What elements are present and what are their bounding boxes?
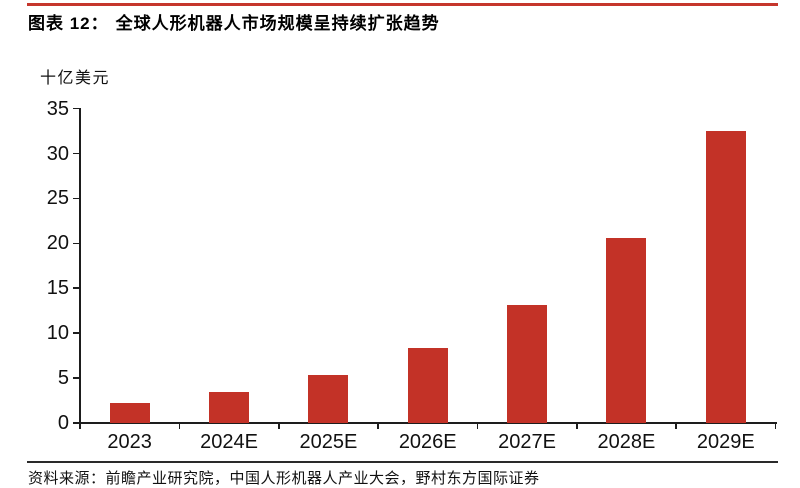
bar	[109, 403, 150, 423]
bar	[407, 347, 448, 423]
bar	[209, 392, 250, 423]
y-axis-tick	[73, 197, 79, 200]
x-axis-tick	[178, 422, 181, 429]
y-axis-tick	[73, 107, 79, 110]
source-text: 前瞻产业研究院，中国人形机器人产业大会，野村东方国际证券	[105, 470, 540, 487]
x-axis-category-label: 2027E	[498, 431, 557, 453]
source-label: 资料来源：	[28, 470, 106, 487]
figure-number-label: 图表 12：	[28, 14, 109, 33]
x-axis-category-label: 2023	[107, 431, 152, 453]
top-accent-divider	[27, 3, 778, 6]
bar	[308, 375, 349, 423]
figure-title: 图表 12： 全球人形机器人市场规模呈持续扩张趋势	[28, 9, 440, 34]
x-axis-category-label: 2025E	[299, 431, 358, 453]
y-axis-line	[78, 107, 81, 425]
y-axis-tick-label: 30	[46, 142, 69, 165]
y-axis-tick	[73, 242, 79, 245]
footer-divider	[27, 461, 778, 463]
x-axis-category-label: 2026E	[398, 431, 457, 453]
bar	[705, 131, 746, 423]
x-axis-category-label: 2024E	[200, 431, 258, 453]
y-axis-tick-label: 25	[46, 187, 69, 210]
x-axis-line	[78, 422, 777, 424]
y-axis-tick	[73, 287, 79, 290]
x-axis-tick	[575, 422, 578, 429]
x-axis-tick	[79, 422, 81, 429]
x-axis-tick	[476, 422, 479, 429]
y-axis-tick-label: 0	[57, 412, 69, 434]
bar	[606, 237, 647, 423]
x-axis-tick	[277, 422, 280, 429]
x-axis-category-label: 2029E	[696, 431, 755, 453]
x-axis-tick	[675, 422, 677, 429]
y-axis-tick-label: 20	[46, 232, 69, 255]
y-axis-tick	[73, 377, 79, 379]
y-axis-tick	[73, 422, 79, 424]
y-axis-tick-label: 5	[57, 367, 69, 390]
x-axis-tick	[774, 422, 777, 429]
y-axis-tick	[73, 152, 79, 155]
x-axis-category-label: 2028E	[597, 431, 656, 453]
y-axis-tick-label: 35	[46, 97, 69, 120]
y-axis-tick-label: 10	[46, 322, 69, 345]
y-axis-tick	[73, 332, 79, 334]
figure-title-text: 全球人形机器人市场规模呈持续扩张趋势	[115, 14, 440, 33]
x-axis-tick	[377, 422, 379, 429]
y-axis-tick-label: 15	[46, 277, 69, 300]
y-axis-unit-label: 十亿美元	[40, 70, 111, 87]
source-note: 资料来源：前瞻产业研究院，中国人形机器人产业大会，野村东方国际证券	[28, 467, 540, 488]
bar	[507, 305, 548, 423]
